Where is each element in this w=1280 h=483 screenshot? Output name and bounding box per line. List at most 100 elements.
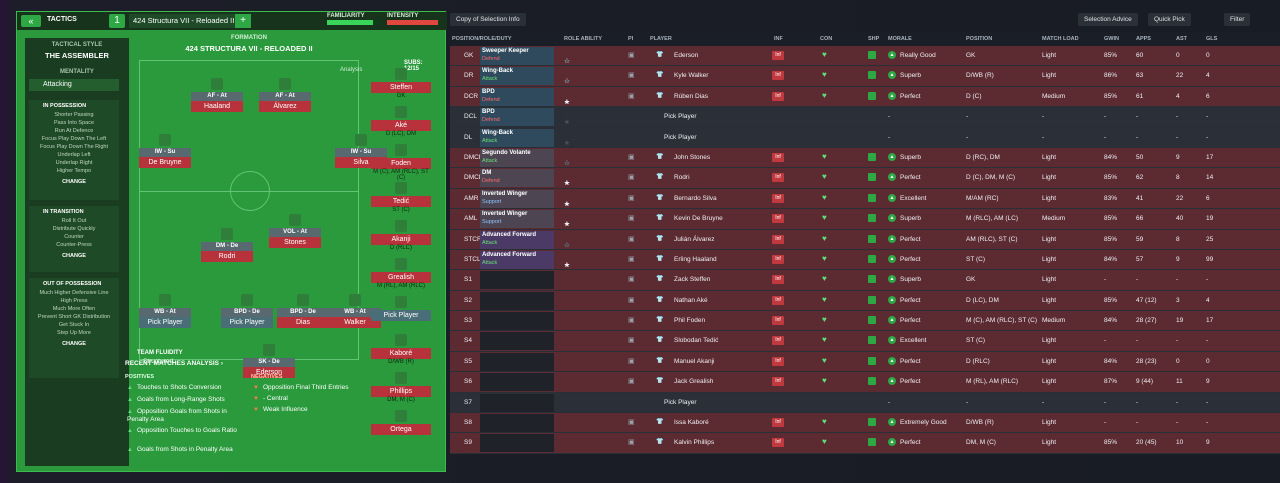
player-slot[interactable]: VOL - At Stones <box>269 214 321 248</box>
table-row[interactable]: S9 ▣ 👕 Kalvin Phillips Inf ♥ ▲ Perfect DM, M (C)… <box>450 433 1280 454</box>
column-header[interactable]: MORALE <box>888 36 912 42</box>
player-role-label[interactable]: WB - At <box>139 308 191 317</box>
table-row[interactable]: STCL Advanced Forward Attack ★ ★ ★ ★ ★ ▣ 👕 Erling … <box>450 249 1280 271</box>
player-role-label[interactable]: DM - De <box>201 242 253 251</box>
tactic-number[interactable]: 1 <box>109 14 125 28</box>
out-of-possession-change-button[interactable]: CHANGE <box>62 341 86 347</box>
sub-player-name[interactable]: Steffen <box>371 82 431 93</box>
player-role-label[interactable]: WB - At <box>329 308 381 317</box>
role-duty-select[interactable] <box>480 271 554 290</box>
column-header[interactable]: POSITION <box>966 36 993 42</box>
role-duty-select[interactable] <box>480 393 554 412</box>
role-duty-select[interactable]: Sweeper Keeper Defend <box>480 47 554 65</box>
player-name[interactable]: Ederson <box>243 367 295 378</box>
player-name[interactable]: Jack Grealish <box>674 378 714 386</box>
player-name[interactable]: Walker <box>329 317 381 328</box>
recent-matches-analysis-link[interactable]: RECENT MATCHES ANALYSIS › <box>125 360 223 367</box>
player-name[interactable]: Julián Álvarez <box>674 235 715 243</box>
table-row[interactable]: S1 ▣ 👕 Zack Steffen Inf ♥ ▲ Superb GK Light - - - - <box>450 270 1280 291</box>
role-duty-select[interactable] <box>480 312 554 331</box>
column-header[interactable]: APPS <box>1136 36 1151 42</box>
player-instructions-icon[interactable]: ▣ <box>628 357 635 365</box>
table-row[interactable]: STCR Advanced Forward Attack ★ ★ ★ ★ ★ ▣ 👕 Julián … <box>450 229 1280 250</box>
player-name[interactable]: John Stones <box>674 153 711 161</box>
role-duty-select[interactable]: DM Defend <box>480 169 554 188</box>
player-instructions-icon[interactable]: ▣ <box>628 174 635 182</box>
player-instructions-icon[interactable]: ▣ <box>628 215 635 223</box>
tactic-name-dropdown[interactable]: 424 Structura VII - Reloaded II <box>129 14 249 28</box>
player-name[interactable]: Haaland <box>191 101 243 112</box>
player-instructions-icon[interactable]: ▣ <box>628 72 635 80</box>
player-name[interactable]: Kevin De Bruyne <box>674 215 723 223</box>
player-role-label[interactable]: AF - At <box>259 92 311 101</box>
player-name[interactable]: Pick Player <box>221 317 273 328</box>
sub-player-name[interactable]: Akanji <box>371 234 431 245</box>
player-slot[interactable]: IW - Su Silva <box>335 134 387 168</box>
sub-slot[interactable]: Phillips DM, M (C) <box>371 372 431 403</box>
player-slot[interactable]: IW - Su De Bruyne <box>139 134 191 168</box>
view-dropdown[interactable]: Copy of Selection Info <box>450 13 526 26</box>
in-transition-change-button[interactable]: CHANGE <box>62 253 86 259</box>
table-row[interactable]: GK Sweeper Keeper Defend ★ ★ ★ ★ ★ ▣ 👕 Ederson Inf ♥… <box>450 46 1280 67</box>
table-row[interactable]: AMR Inverted Winger Support ★ ★ ★ ★ ★ ▣ 👕 Bernardo… <box>450 188 1280 210</box>
player-name[interactable]: Dias <box>277 317 329 328</box>
table-row[interactable]: DL Wing-Back Attack ★ ★ ★ ★ ★ Pick Player - - - - - - - <box>450 127 1280 148</box>
player-name[interactable]: Nathan Aké <box>674 296 708 304</box>
player-name[interactable]: Phil Foden <box>674 317 706 325</box>
table-row[interactable]: DCL BPD Defend ★ ★ ★ ★ ★ Pick Player - - - - - - - <box>450 107 1280 128</box>
sub-player-name[interactable]: Grealish <box>371 272 431 283</box>
player-slot[interactable]: SK - De Ederson <box>243 344 295 378</box>
column-header[interactable]: AST <box>1176 36 1187 42</box>
analysis-link[interactable]: Analysis <box>340 67 363 73</box>
back-button[interactable]: « <box>21 15 41 27</box>
player-slot[interactable]: AF - At Álvarez <box>259 78 311 112</box>
table-row[interactable]: DMCR Segundo Volante Attack ★ ★ ★ ★ ★ ▣ 👕 John Sto… <box>450 147 1280 169</box>
player-name[interactable]: Manuel Akanji <box>674 357 715 365</box>
player-name[interactable]: Bernardo Silva <box>674 194 717 202</box>
role-duty-select[interactable]: Advanced Forward Attack <box>480 250 554 269</box>
role-duty-select[interactable] <box>480 434 554 453</box>
player-name[interactable]: Slobodan Tedić <box>674 337 719 345</box>
player-name[interactable]: Silva <box>335 157 387 168</box>
table-row[interactable]: S7 Pick Player - - - - - - - <box>450 392 1280 414</box>
player-instructions-icon[interactable]: ▣ <box>628 255 635 263</box>
table-row[interactable]: S3 ▣ 👕 Phil Foden Inf ♥ ▲ Perfect M (C), AM (RLC… <box>450 311 1280 332</box>
player-name[interactable]: Stones <box>269 237 321 248</box>
player-role-label[interactable]: AF - At <box>191 92 243 101</box>
role-duty-select[interactable]: BPD Defend <box>480 108 554 127</box>
table-row[interactable]: S4 ▣ 👕 Slobodan Tedić Inf ♥ ▲ Excellent ST (C) Li… <box>450 331 1280 352</box>
sub-player-name[interactable]: Phillips <box>371 386 431 397</box>
sub-player-name[interactable]: Tedić <box>371 196 431 207</box>
player-instructions-icon[interactable]: ▣ <box>628 194 635 202</box>
player-role-label[interactable]: BPD - De <box>221 308 273 317</box>
sub-slot[interactable]: Ortega <box>371 410 431 435</box>
role-duty-select[interactable]: Wing-Back Attack <box>480 67 554 86</box>
column-header[interactable]: GWIN <box>1104 36 1119 42</box>
player-instructions-icon[interactable]: ▣ <box>628 419 635 427</box>
player-name[interactable]: De Bruyne <box>139 157 191 168</box>
player-slot[interactable]: DM - De Rodri <box>201 228 253 262</box>
column-header[interactable]: GLS <box>1206 36 1218 42</box>
player-slot[interactable]: WB - At Pick Player <box>139 294 191 328</box>
player-instructions-icon[interactable]: ▣ <box>628 276 635 284</box>
column-header[interactable]: SHP <box>868 36 880 42</box>
player-name[interactable]: Erling Haaland <box>674 255 717 263</box>
player-name[interactable]: Pick Player <box>664 113 697 121</box>
player-name[interactable]: Pick Player <box>139 317 191 328</box>
player-name[interactable]: Álvarez <box>259 101 311 112</box>
sub-slot[interactable]: Foden M (C), AM (RLC), ST (C) <box>371 144 431 181</box>
sub-slot[interactable]: Kaboré D/WB (R) <box>371 334 431 365</box>
sub-slot[interactable]: Grealish M (RL), AM (RLC) <box>371 258 431 289</box>
table-row[interactable]: AML Inverted Winger Support ★ ★ ★ ★ ★ ▣ 👕 Kevin De… <box>450 209 1280 230</box>
player-name[interactable]: Issa Kaboré <box>674 419 709 427</box>
sub-slot[interactable]: Aké D (LC), DM <box>371 106 431 137</box>
player-instructions-icon[interactable]: ▣ <box>628 439 635 447</box>
player-role-label[interactable]: IW - Su <box>335 148 387 157</box>
column-header[interactable]: MATCH LOAD <box>1042 36 1079 42</box>
role-duty-select[interactable] <box>480 291 554 310</box>
player-instructions-icon[interactable]: ▣ <box>628 235 635 243</box>
player-instructions-icon[interactable]: ▣ <box>628 317 635 325</box>
role-duty-select[interactable]: Advanced Forward Attack <box>480 230 554 249</box>
role-duty-select[interactable] <box>480 373 554 392</box>
column-header[interactable]: CON <box>820 36 833 42</box>
